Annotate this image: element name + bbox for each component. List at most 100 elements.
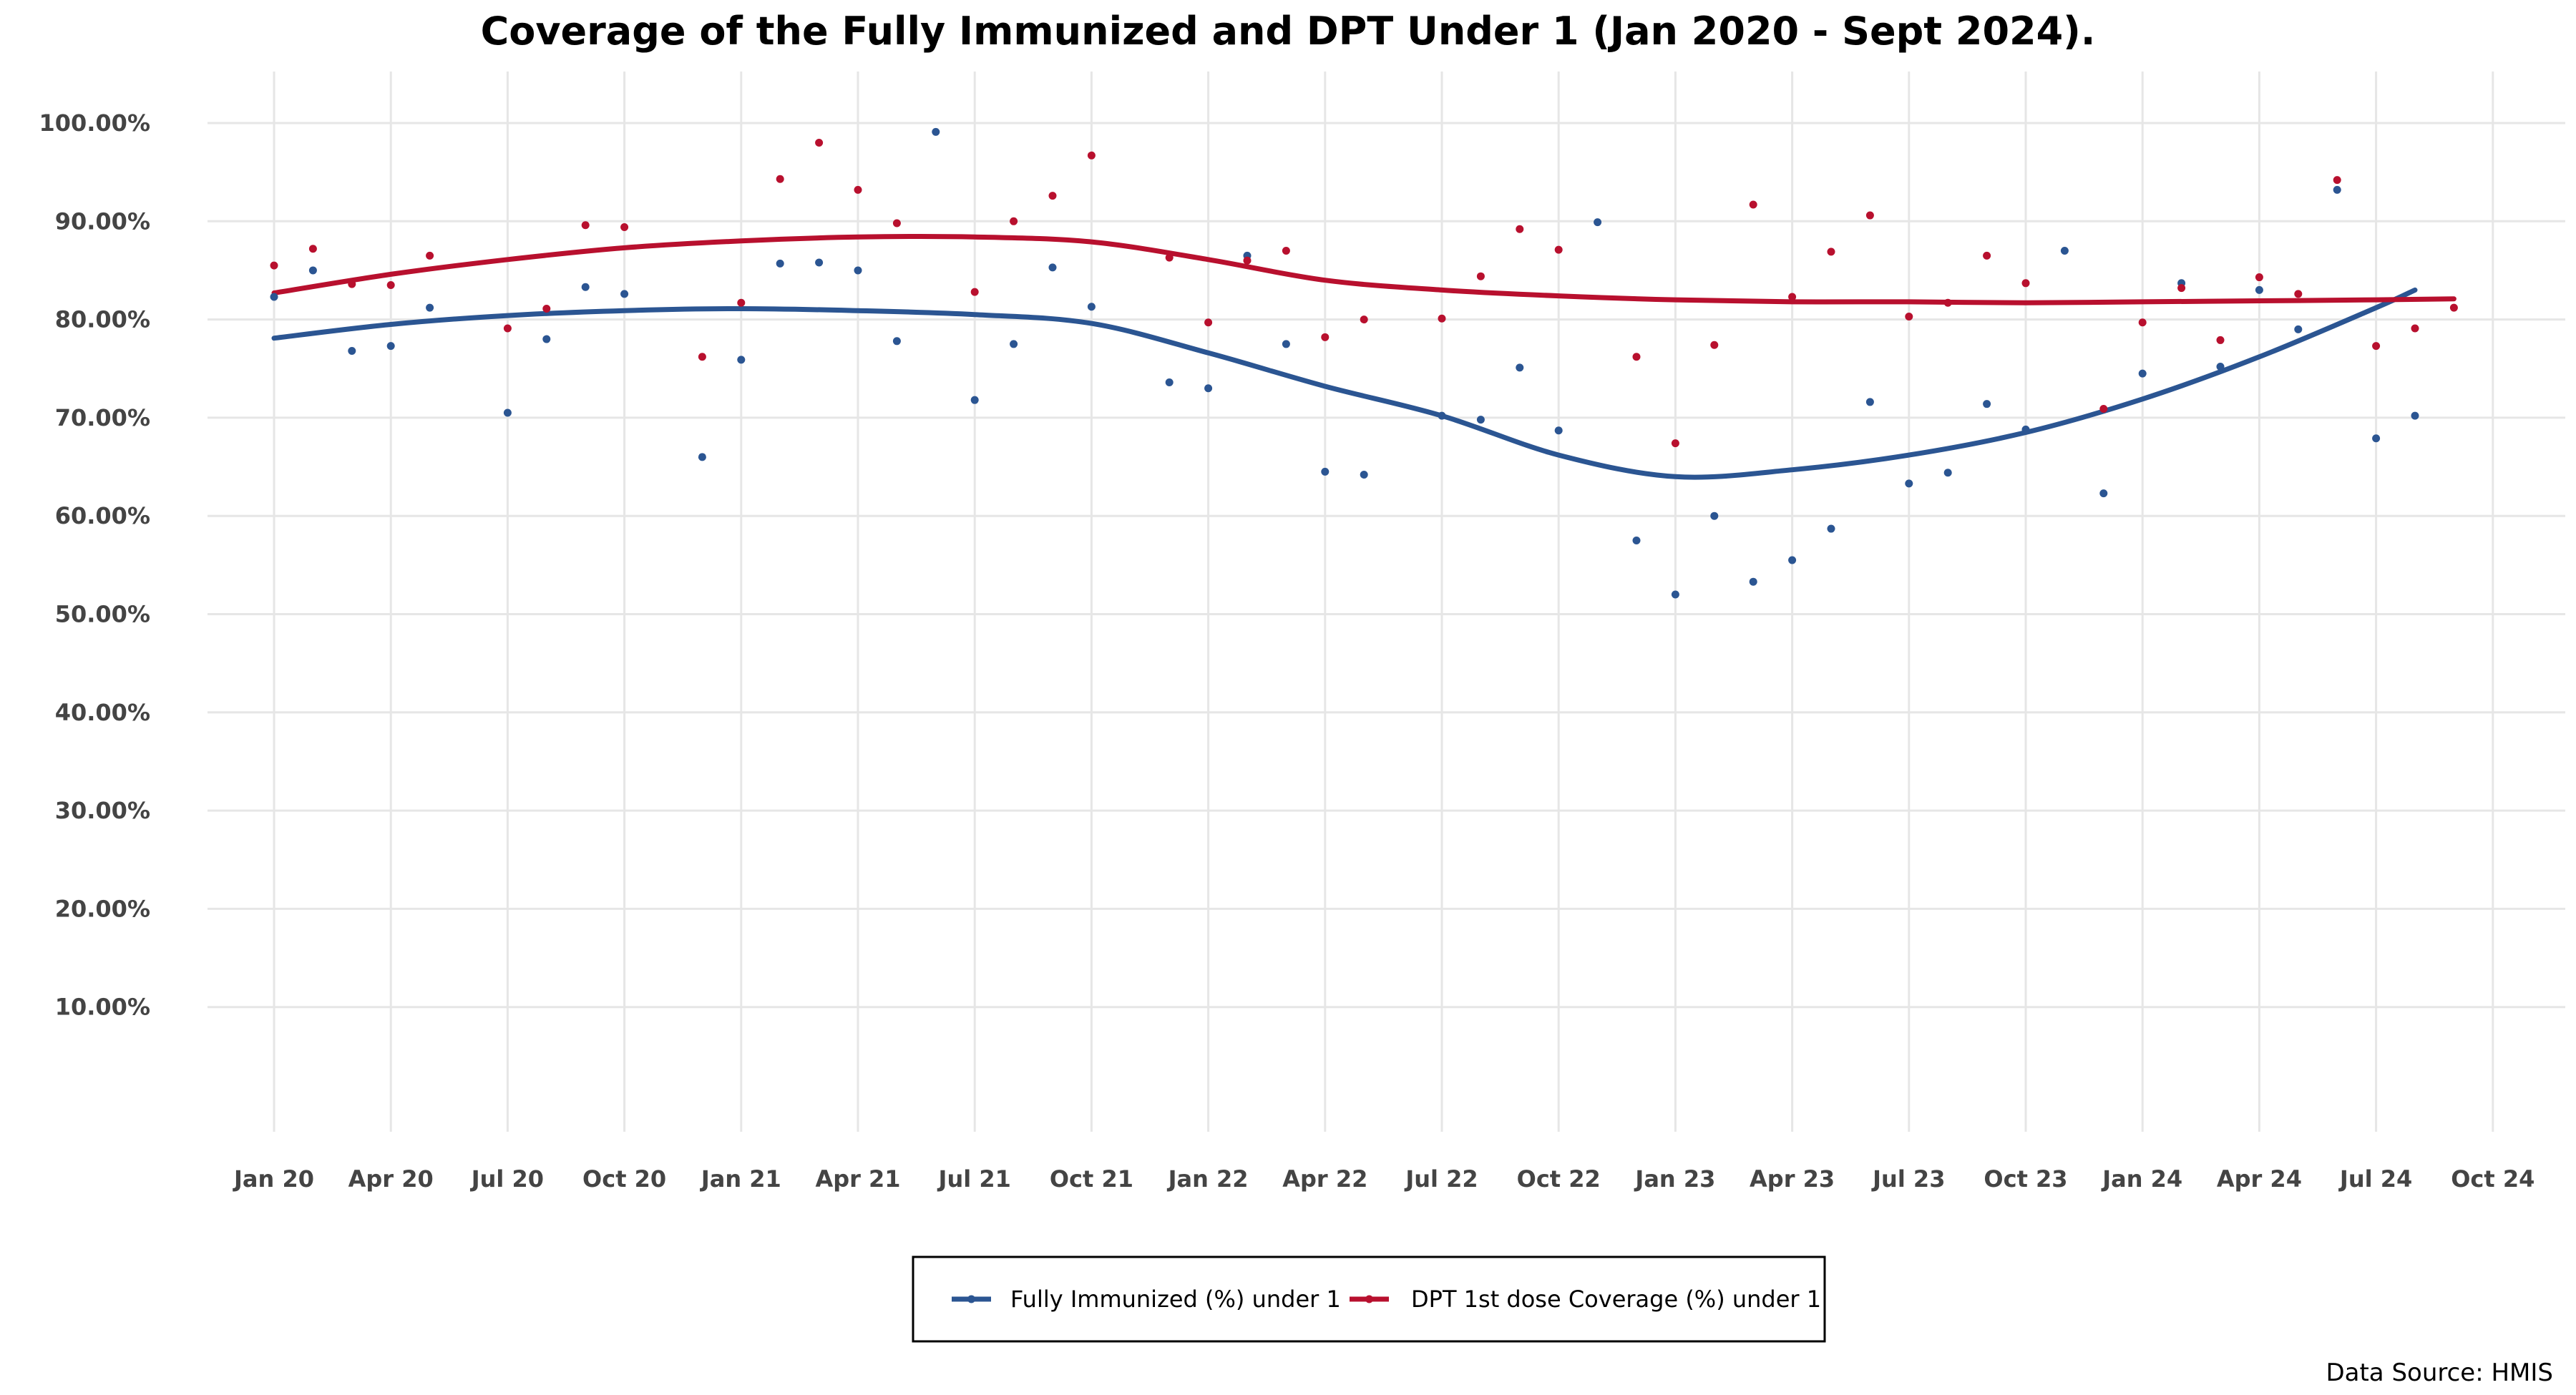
dpt-first-dose-point <box>2216 336 2225 344</box>
trend-lines <box>271 234 2457 480</box>
fully-immunized-point <box>737 356 746 364</box>
dpt-first-dose-point <box>1943 298 1952 307</box>
dpt-first-dose-point <box>1010 217 1018 225</box>
x-tick-label: Jul 21 <box>937 1165 1011 1193</box>
x-tick-label: Apr 21 <box>815 1165 900 1193</box>
dpt-first-dose-trend-line <box>271 234 2457 305</box>
y-tick-label: 10.00% <box>55 994 150 1021</box>
x-tick-label: Jan 23 <box>1634 1165 1715 1193</box>
dpt-first-dose-point <box>1554 245 1563 254</box>
chart-title: Coverage of the Fully Immunized and DPT … <box>481 9 2096 54</box>
y-tick-label: 50.00% <box>55 601 150 628</box>
fully-immunized-point <box>1788 556 1797 564</box>
fully-immunized-point <box>2372 434 2381 443</box>
fully-immunized-point <box>1594 218 1602 227</box>
x-tick-label: Jan 21 <box>700 1165 781 1193</box>
dpt-first-dose-point <box>1087 151 1096 160</box>
dpt-first-dose-point <box>1905 312 1913 320</box>
dpt-first-dose-point <box>348 280 356 288</box>
dpt-first-dose-point <box>1749 200 1757 209</box>
y-tick-label: 80.00% <box>55 306 150 333</box>
dpt-first-dose-point <box>542 304 551 313</box>
fully-immunized-point <box>2411 411 2419 420</box>
fully-immunized-point <box>1749 577 1757 586</box>
fully-immunized-point <box>1710 512 1719 520</box>
dpt-first-dose-point <box>1438 314 1446 323</box>
fully-immunized-point <box>503 408 512 417</box>
y-tick-label: 40.00% <box>55 699 150 726</box>
fully-immunized-point <box>2138 369 2147 378</box>
dpt-first-dose-point <box>1243 256 1252 265</box>
dpt-first-dose-point <box>1983 251 1991 260</box>
y-tick-label: 90.00% <box>55 207 150 235</box>
dpt-first-dose-point <box>1282 246 1290 255</box>
dpt-first-dose-point <box>1865 211 1874 220</box>
fully-immunized-point <box>1671 590 1679 599</box>
x-tick-label: Jan 20 <box>233 1165 314 1193</box>
fully-immunized-point <box>1204 384 1213 393</box>
fully-immunized-point <box>1476 416 1485 424</box>
dpt-first-dose-point <box>503 324 512 333</box>
fully-immunized-point <box>698 453 706 461</box>
x-tick-label: Jan 24 <box>2101 1165 2182 1193</box>
dpt-first-dose-point <box>1632 353 1641 361</box>
fully-immunized-point <box>1282 340 1290 348</box>
x-tick-label: Oct 23 <box>1984 1165 2067 1193</box>
fully-immunized-point <box>892 337 901 346</box>
fully-immunized-point <box>2216 363 2225 371</box>
grid-lines <box>208 72 2565 1132</box>
fully-immunized-trend-line <box>271 287 2418 480</box>
dpt-first-dose-point <box>1710 341 1719 349</box>
y-tick-label: 100.00% <box>39 109 150 137</box>
dpt-first-dose-point <box>308 245 317 253</box>
dpt-first-dose-point <box>1360 315 1368 324</box>
fully-immunized-point <box>970 396 979 404</box>
dpt-first-dose-point <box>426 251 434 260</box>
fully-immunized-point <box>2060 246 2069 255</box>
x-tick-label: Oct 20 <box>582 1165 666 1193</box>
fully-immunized-point <box>542 335 551 343</box>
legend: Fully Immunized (%) under 1 DPT 1st dose … <box>912 1256 1826 1343</box>
dpt-first-dose-point <box>1476 272 1485 280</box>
dpt-first-dose-point <box>1671 439 1679 448</box>
fully-immunized-point <box>426 303 434 312</box>
fully-immunized-point <box>386 342 395 351</box>
fully-immunized-point <box>1321 467 1330 476</box>
fully-immunized-point <box>1943 469 1952 477</box>
dpt-first-dose-point <box>737 298 746 307</box>
dpt-first-dose-point <box>1321 333 1330 341</box>
dpt-first-dose-point <box>892 219 901 227</box>
dpt-first-dose-legend-dot <box>1365 1295 1373 1303</box>
dpt-first-dose-point <box>1516 225 1524 233</box>
fully-immunized-point <box>1983 400 1991 408</box>
dpt-first-dose-point <box>854 185 862 194</box>
fully-immunized-point <box>1438 411 1446 420</box>
dpt-first-dose-point <box>1165 253 1174 262</box>
x-tick-label: Oct 22 <box>1517 1165 1601 1193</box>
dpt-first-dose-legend-label: DPT 1st dose Coverage (%) under 1 <box>1411 1286 1821 1313</box>
fully-immunized-point <box>1010 340 1018 348</box>
dpt-first-dose-point <box>1827 248 1835 256</box>
dpt-first-dose-point <box>270 261 278 270</box>
x-tick-label: Oct 24 <box>2451 1165 2534 1193</box>
dpt-first-dose-point <box>2372 342 2381 351</box>
fully-immunized-point <box>1827 524 1835 533</box>
x-tick-label: Jul 23 <box>1871 1165 1945 1193</box>
dpt-first-dose-point <box>815 138 824 147</box>
fully-immunized-point <box>270 293 278 301</box>
fully-immunized-point <box>776 259 784 268</box>
x-tick-label: Apr 22 <box>1282 1165 1367 1193</box>
fully-immunized-point <box>308 266 317 275</box>
x-tick-label: Jul 20 <box>470 1165 544 1193</box>
fully-immunized-point <box>1048 263 1057 272</box>
y-axis-ticks: 10.00% 20.00% 30.00% 40.00% 50.00% 60.00% 70.0… <box>39 109 150 1021</box>
x-tick-label: Jul 22 <box>1404 1165 1478 1193</box>
dpt-first-dose-point <box>386 281 395 290</box>
fully-immunized-legend-dot <box>967 1295 975 1303</box>
fully-immunized-point <box>1165 378 1174 386</box>
dpt-first-dose-point <box>2411 324 2419 333</box>
fully-immunized-point <box>815 258 824 267</box>
fully-immunized-point <box>620 290 629 298</box>
fully-immunized-point <box>2255 285 2263 294</box>
dpt-first-dose-point <box>970 288 979 296</box>
